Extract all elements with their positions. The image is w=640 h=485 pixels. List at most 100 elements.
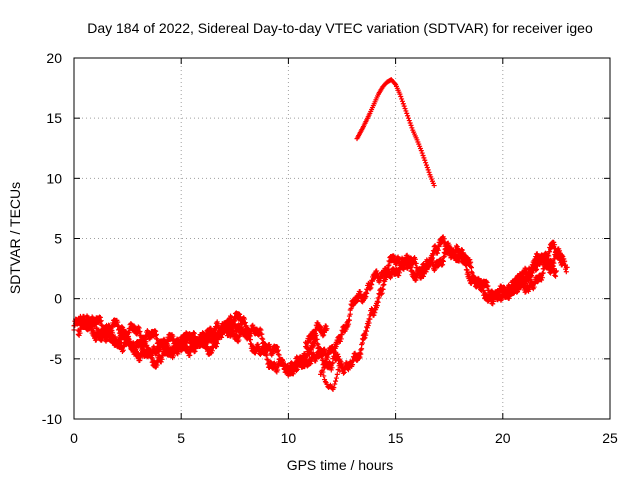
data-point [401,103,407,109]
data-point [120,343,126,349]
data-point [397,266,403,272]
data-point [357,354,363,360]
data-point [225,332,231,338]
data-point [508,288,514,294]
data-point [170,353,176,359]
y-tick-label: 20 [46,50,62,66]
data-point [142,336,148,342]
data-point [363,289,369,295]
data-point [462,255,468,261]
data-point [421,155,427,161]
data-point [121,330,127,336]
data-point [418,148,424,154]
data-point [518,271,524,277]
data-point [159,338,165,344]
data-point [358,351,364,357]
data-point [499,296,505,302]
data-point [539,277,545,283]
data-point [441,254,447,260]
data-point [165,342,171,348]
data-point [231,318,237,324]
data-point [367,316,373,322]
data-point [553,273,559,279]
data-point [138,355,144,361]
data-point [93,321,99,327]
data-point [551,266,557,272]
data-point [290,371,296,377]
data-point [258,327,264,333]
data-point [362,335,368,341]
data-point [331,346,337,352]
data-point [104,325,110,331]
data-point [156,348,162,354]
data-point [209,348,215,354]
data-point [275,367,281,373]
data-point [430,255,436,261]
data-point [514,289,520,295]
data-point [226,329,232,335]
data-point [371,312,377,318]
data-point [562,258,568,264]
data-point [533,267,539,273]
data-point [397,270,403,276]
data-point [242,320,248,326]
data-point [399,98,405,104]
data-point [422,267,428,273]
data-point [364,325,370,331]
y-tick-label: 15 [46,110,62,126]
data-point [340,370,346,376]
data-point [153,332,159,338]
data-point [275,347,281,353]
data-point [270,351,276,357]
data-point [330,360,336,366]
data-point [463,262,469,268]
data-point [484,284,490,290]
y-tick-label: 5 [54,231,62,247]
data-point [367,286,373,292]
data-point [552,272,558,278]
data-point [325,354,331,360]
data-point [400,101,406,107]
y-tick-label: 10 [46,170,62,186]
data-point [333,375,339,381]
data-point [440,257,446,263]
data-point [547,249,553,255]
data-point [153,332,159,338]
data-point [386,262,392,268]
data-point [347,311,353,317]
data-point [479,279,485,285]
data-point [308,349,313,355]
data-point [115,319,121,325]
series-mid-branch [303,320,330,351]
data-point [355,297,361,303]
data-point [264,356,270,362]
data-point [98,318,104,324]
data-point [154,362,160,368]
data-point [213,343,219,349]
data-point [469,270,475,276]
data-point [259,335,265,341]
data-point [380,286,386,292]
data-point [87,319,93,325]
data-point [361,336,367,342]
data-point [374,303,380,309]
data-point [434,250,440,256]
data-point [253,348,259,354]
data-point [275,351,281,357]
data-point [312,333,318,339]
data-point [137,357,143,363]
data-point [339,332,345,338]
data-point [131,351,137,357]
data-point [397,265,403,271]
data-point [390,253,396,259]
data-point [144,342,150,348]
data-point [321,373,327,379]
data-point [372,310,378,316]
data-point [97,319,103,325]
data-point [191,330,197,336]
data-point [170,333,176,339]
data-point [366,320,372,326]
data-point [452,253,458,259]
data-point [379,290,385,296]
data-point [274,343,280,349]
